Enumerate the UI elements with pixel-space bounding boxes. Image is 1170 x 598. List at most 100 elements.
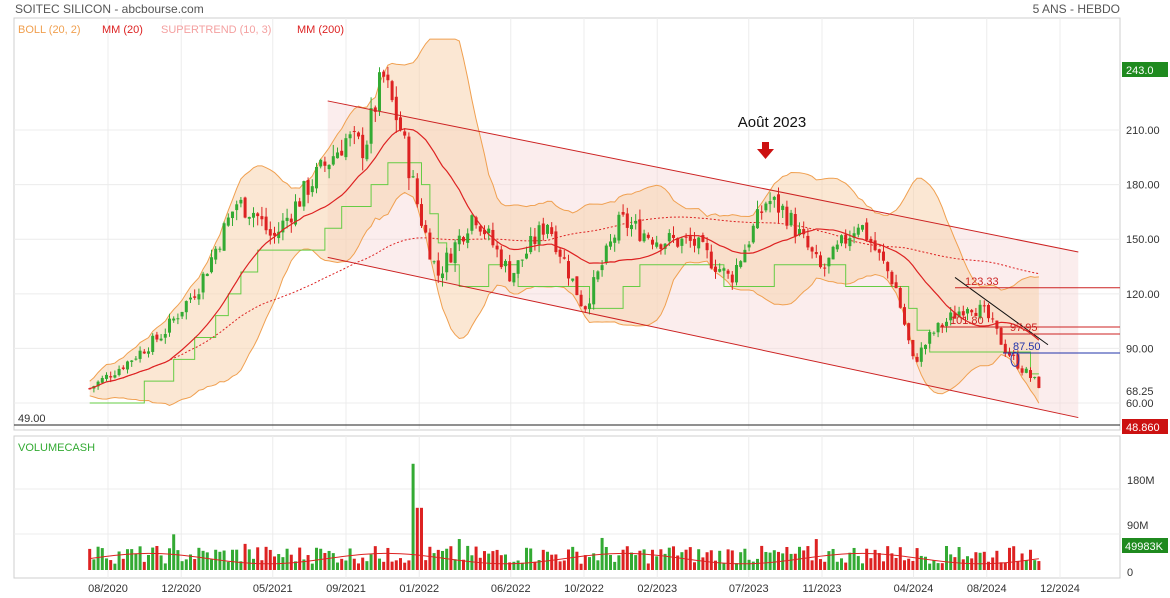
- candle-body: [260, 216, 264, 220]
- volume-bar: [184, 559, 188, 570]
- candle-body: [659, 244, 663, 249]
- candle-body: [739, 261, 743, 267]
- volume-bar: [491, 551, 495, 570]
- volume-bar: [890, 553, 894, 570]
- volume-bar: [478, 557, 482, 570]
- candle-body: [403, 131, 407, 136]
- candle-body: [209, 257, 213, 273]
- volume-tick-180m: 180M: [1127, 475, 1155, 487]
- candle-body: [302, 181, 306, 207]
- candle-body: [974, 312, 978, 317]
- candle-body: [256, 213, 260, 217]
- level-label: 87.50: [1013, 341, 1041, 353]
- volume-bar: [911, 561, 915, 570]
- candle-body: [860, 225, 864, 230]
- volume-bar: [205, 552, 209, 570]
- candle-body: [789, 212, 793, 226]
- volume-bar: [407, 560, 411, 570]
- candle-body: [524, 253, 528, 259]
- price-tick-label: 60.00: [1126, 398, 1154, 410]
- candle-body: [965, 308, 969, 314]
- volume-bar: [831, 548, 835, 570]
- volume-bar: [583, 555, 587, 570]
- candle-body: [281, 220, 285, 233]
- candle-body: [1016, 354, 1020, 369]
- badge-volume-value: 49983K: [1125, 541, 1164, 553]
- volume-bar: [403, 562, 407, 570]
- volume-bar: [827, 551, 831, 570]
- candle-body: [243, 197, 247, 218]
- candle-body: [995, 320, 999, 329]
- volume-bar: [125, 549, 129, 570]
- volume-bars: [88, 463, 1041, 570]
- badge-low: 48.860: [1122, 419, 1168, 434]
- candle-body: [873, 240, 877, 251]
- candle-body: [734, 265, 738, 283]
- candle-body: [268, 229, 272, 236]
- volume-bar: [747, 559, 751, 570]
- date-tick-label: 04/2024: [894, 583, 934, 595]
- candle-body: [802, 229, 806, 235]
- candle-body: [415, 178, 419, 205]
- volume-bar: [760, 545, 764, 570]
- candle-body: [1020, 368, 1024, 373]
- volume-bar: [121, 558, 125, 570]
- volume-bar: [986, 561, 990, 570]
- candle-body: [797, 229, 801, 236]
- volume-bar: [340, 558, 344, 570]
- candle-body: [806, 235, 810, 248]
- volume-bar: [625, 546, 629, 570]
- candle-body: [218, 248, 222, 250]
- volume-bar: [667, 547, 671, 570]
- price-tick-label: 210.00: [1126, 125, 1160, 137]
- legend-mm20: MM (20): [102, 24, 143, 36]
- candle-body: [881, 251, 885, 261]
- volume-bar: [944, 545, 948, 570]
- candle-body: [377, 72, 381, 111]
- candle-body: [680, 238, 684, 246]
- volume-bar: [512, 561, 516, 570]
- volume-bar: [705, 552, 709, 570]
- date-tick-label: 12/2024: [1040, 583, 1080, 595]
- candle-body: [428, 232, 432, 260]
- candle-body: [109, 376, 113, 378]
- mm20-path: [89, 128, 1040, 390]
- candle-body: [970, 310, 974, 313]
- bollinger-upper: [89, 38, 1039, 382]
- volume-bar: [562, 560, 566, 570]
- volume-bar: [907, 558, 911, 570]
- candle-body: [314, 166, 318, 189]
- volume-bar: [365, 561, 369, 570]
- volume-bar: [558, 561, 562, 570]
- candle-body: [915, 356, 919, 362]
- volume-bar: [419, 507, 423, 570]
- candle-body: [466, 233, 470, 243]
- candle-body: [1028, 370, 1032, 379]
- volume-bar: [919, 555, 923, 570]
- volume-bar: [487, 553, 491, 570]
- volume-bar: [327, 550, 331, 570]
- legend-boll: BOLL (20, 2): [18, 24, 81, 36]
- candle-body: [163, 334, 167, 338]
- volume-bar: [390, 561, 394, 570]
- candle-body: [898, 287, 902, 308]
- candle-body: [172, 318, 176, 321]
- candle-body: [688, 236, 692, 241]
- volume-bar: [201, 550, 205, 570]
- volume-bar: [146, 554, 150, 570]
- volume-bar: [197, 547, 201, 570]
- volume-bar: [877, 553, 881, 570]
- volume-bar: [314, 547, 318, 570]
- volume-panel-label: VOLUMECASH: [18, 442, 95, 454]
- volume-bar: [566, 549, 570, 570]
- candle-body: [411, 176, 415, 178]
- volume-bar: [415, 507, 419, 570]
- volume-bar: [167, 548, 171, 570]
- candle-body: [327, 164, 331, 170]
- volume-bar: [151, 547, 155, 570]
- candle-body: [508, 261, 512, 282]
- volume-bar: [869, 558, 873, 570]
- candle-body: [512, 272, 516, 283]
- candle-body: [457, 235, 461, 245]
- candle-body: [533, 236, 537, 244]
